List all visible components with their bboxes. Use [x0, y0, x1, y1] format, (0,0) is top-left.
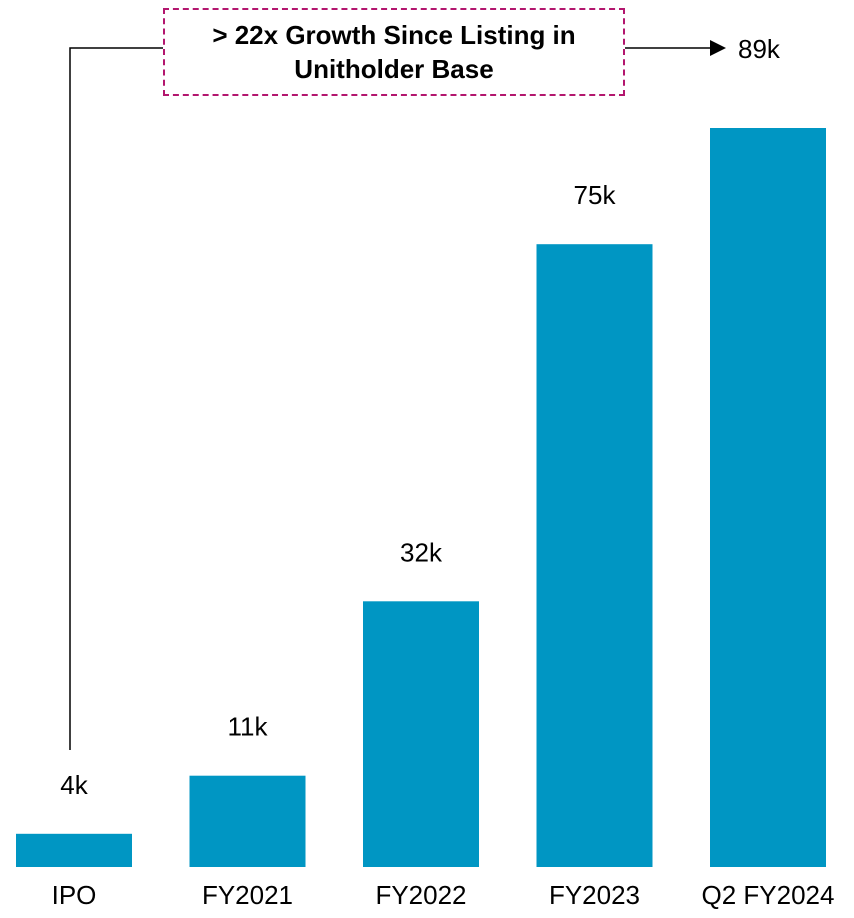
growth-connector [69, 40, 726, 750]
category-label: IPO [52, 880, 97, 910]
bar-fy2021 [189, 775, 306, 867]
growth-callout-box: > 22x Growth Since Listing in Unitholder… [163, 8, 625, 96]
connector-line-left [69, 47, 163, 750]
category-label: FY2023 [549, 880, 640, 910]
value-label: 32k [400, 537, 443, 567]
growth-callout-text: > 22x Growth Since Listing in Unitholder… [212, 20, 576, 84]
category-labels-group: IPO FY2021 FY2022 FY2023 Q2 FY2024 [52, 880, 835, 910]
bars-group [16, 128, 826, 867]
value-labels-group: 4k 11k 32k 75k 89k [60, 34, 781, 800]
bar-q2-fy2024 [710, 128, 826, 867]
value-label: 4k [60, 770, 88, 800]
bar-ipo [16, 833, 132, 867]
category-label: FY2022 [375, 880, 466, 910]
value-label: 75k [574, 180, 617, 210]
arrow-head-icon [710, 40, 726, 56]
bar-fy2022 [363, 601, 479, 867]
value-label: 11k [228, 712, 269, 742]
category-label: FY2021 [202, 880, 293, 910]
bar-fy2023 [536, 244, 653, 867]
value-label: 89k [738, 34, 781, 64]
category-label: Q2 FY2024 [702, 880, 835, 910]
